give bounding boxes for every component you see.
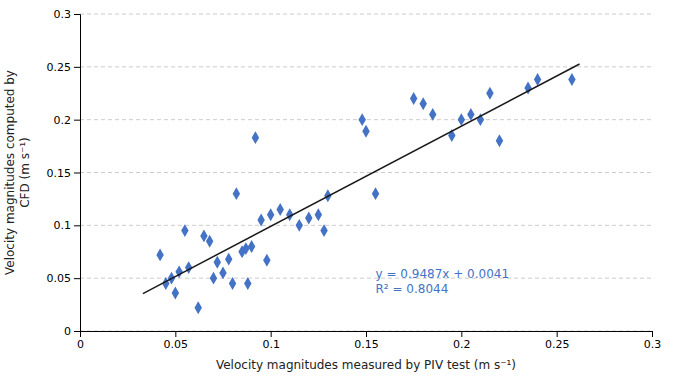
- x-axis-label-line: Velocity magnitudes measured by PIV test…: [216, 358, 516, 372]
- tick-label: 0.15: [354, 338, 379, 351]
- point: [467, 108, 474, 121]
- tick: 0.1: [262, 331, 280, 351]
- chart: 0 0.05 0.1 0.15 0.2 0.25 0.3 0 0.05 0.1 0.15 0.2 0.2…: [0, 0, 674, 379]
- tick-mark: [74, 120, 80, 121]
- tick: 0.15: [47, 167, 81, 180]
- plot-area: 0 0.05 0.1 0.15 0.2 0.25 0.3 0 0.05 0.1 0.15 0.2 0.2…: [3, 8, 661, 372]
- grid-line: [80, 14, 652, 15]
- tick: 0.2: [54, 114, 81, 127]
- tick: 0: [77, 331, 84, 351]
- tick-mark: [175, 331, 176, 337]
- point: [315, 208, 322, 221]
- point: [172, 287, 179, 300]
- point: [276, 203, 283, 216]
- tick-mark: [652, 331, 653, 337]
- point: [358, 113, 365, 126]
- tick: 0.1: [54, 219, 81, 232]
- point: [229, 277, 236, 290]
- tick-label: 0.25: [47, 61, 72, 74]
- point: [181, 224, 188, 237]
- tick: 0.2: [453, 331, 471, 351]
- point: [410, 92, 417, 105]
- y-axis-label-line: Velocity magnitudes computed by: [3, 70, 17, 275]
- point: [568, 73, 575, 86]
- tick-label: 0.1: [54, 219, 72, 232]
- tick: 0: [64, 325, 80, 338]
- tick-label: 0.25: [545, 338, 570, 351]
- point: [244, 277, 251, 290]
- tick: 0.05: [47, 272, 81, 285]
- axis-line: [81, 332, 653, 338]
- point: [263, 254, 270, 267]
- marks: [143, 64, 580, 314]
- axis-line: [74, 15, 81, 332]
- y-axis: 0 0.05 0.1 0.15 0.2 0.25 0.3: [47, 8, 81, 338]
- tick: 0.25: [545, 331, 570, 351]
- tick-mark: [74, 14, 80, 15]
- tick-mark: [557, 331, 558, 337]
- tick-mark: [74, 173, 80, 174]
- tick: 0.15: [354, 331, 379, 351]
- point: [372, 187, 379, 200]
- tick-label: 0.1: [262, 338, 280, 351]
- point: [219, 266, 226, 279]
- trend-line: [143, 64, 580, 294]
- tick: 0.25: [47, 61, 81, 74]
- point: [296, 219, 303, 232]
- point: [252, 131, 259, 144]
- y-axis-label: Velocity magnitudes computed byCFD (m s⁻…: [3, 70, 32, 275]
- point: [225, 253, 232, 266]
- tick-label: 0.05: [164, 338, 189, 351]
- tick-label: 0.3: [644, 338, 662, 351]
- tick-mark: [74, 331, 80, 332]
- point: [233, 187, 240, 200]
- tick: 0.05: [164, 331, 189, 351]
- point: [206, 235, 213, 248]
- point: [486, 87, 493, 100]
- x-axis-label: Velocity magnitudes measured by PIV test…: [216, 358, 516, 372]
- annotation-line: y = 0.9487x + 0.0041: [376, 267, 510, 281]
- point: [257, 214, 264, 227]
- point: [362, 125, 369, 138]
- point: [194, 301, 201, 314]
- point: [305, 211, 312, 224]
- tick-label: 0.3: [54, 8, 72, 21]
- point: [248, 240, 255, 253]
- annotation-line: R² = 0.8044: [376, 282, 449, 296]
- point: [320, 224, 327, 237]
- tick-label: 0.2: [54, 114, 72, 127]
- point: [419, 97, 426, 110]
- y-axis-label-line: CFD (m s⁻¹): [18, 137, 32, 208]
- tick-label: 0.15: [47, 167, 72, 180]
- tick-mark: [461, 331, 462, 337]
- tick: 0.3: [54, 8, 81, 21]
- point: [214, 256, 221, 269]
- point: [210, 272, 217, 285]
- tick: 0.3: [644, 331, 662, 351]
- tick-mark: [271, 331, 272, 337]
- tick-mark: [366, 331, 367, 337]
- grid-line: [80, 225, 652, 226]
- annotation: y = 0.9487x + 0.0041R² = 0.8044: [376, 267, 510, 296]
- tick-label: 0: [77, 338, 84, 351]
- tick-label: 0.05: [47, 272, 72, 285]
- point: [156, 248, 163, 261]
- grid-line: [80, 119, 652, 120]
- point: [242, 242, 249, 255]
- grid-line: [80, 172, 652, 173]
- x-axis: 0 0.05 0.1 0.15 0.2 0.25 0.3: [77, 331, 661, 351]
- tick-label: 0: [64, 325, 71, 338]
- grid: [80, 14, 652, 331]
- tick-mark: [74, 225, 80, 226]
- point: [267, 208, 274, 221]
- point: [496, 134, 503, 147]
- tick-mark: [74, 278, 80, 279]
- point: [429, 108, 436, 121]
- tick-label: 0.2: [453, 338, 471, 351]
- tick-mark: [74, 67, 80, 68]
- grid-line: [80, 66, 652, 67]
